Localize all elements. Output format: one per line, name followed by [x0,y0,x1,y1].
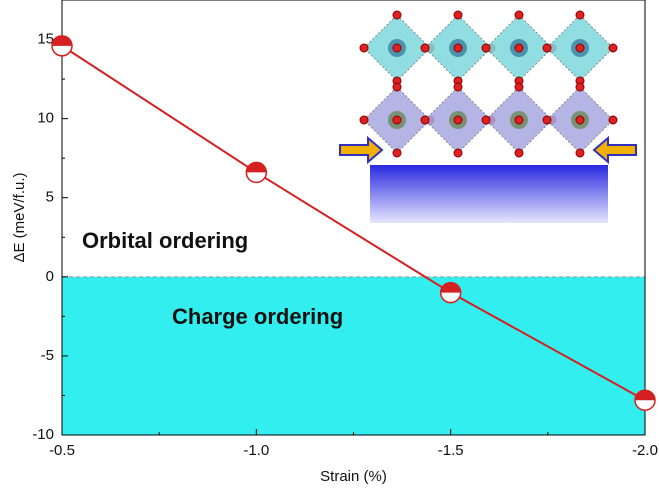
substrate [370,165,608,223]
y-tick-label: 10 [37,110,54,127]
oxygen-atom [515,11,523,19]
y-axis-label: ΔE (meV/f.u.) [11,172,28,262]
oxygen-atom [609,116,617,124]
oxygen-atom [421,44,429,52]
annotation: Orbital ordering [82,228,248,253]
oxygen-atom [576,149,584,157]
oxygen-atom [576,44,584,52]
oxygen-atom [515,44,523,52]
oxygen-atom [576,11,584,19]
oxygen-atom [543,44,551,52]
x-tick-label: -2.0 [632,442,658,459]
oxygen-atom [360,44,368,52]
oxygen-atom [482,116,490,124]
y-tick-label: -5 [41,347,54,364]
oxygen-atom [515,149,523,157]
oxygen-atom [360,116,368,124]
data-marker-half [246,162,266,172]
oxygen-atom [454,11,462,19]
y-tick-label: 0 [46,268,54,285]
oxygen-atom [421,116,429,124]
oxygen-atom [454,149,462,157]
x-tick-label: -1.5 [438,442,464,459]
x-tick-label: -0.5 [49,442,75,459]
oxygen-atom [393,44,401,52]
x-tick-label: -1.0 [243,442,269,459]
oxygen-atom [393,116,401,124]
oxygen-atom [393,149,401,157]
oxygen-atom [454,116,462,124]
oxygen-atom [482,44,490,52]
data-marker-half [52,36,72,46]
oxygen-atom [543,116,551,124]
oxygen-atom [609,44,617,52]
oxygen-atom [515,83,523,91]
oxygen-atom [393,83,401,91]
arrow-left [340,138,382,162]
arrow-right [594,138,636,162]
annotation: Charge ordering [172,304,343,329]
x-axis-label: Strain (%) [320,468,387,485]
oxygen-atom [393,11,401,19]
oxygen-atom [515,116,523,124]
charge-ordering-region [62,277,645,435]
oxygen-atom [454,83,462,91]
oxygen-atom [576,83,584,91]
structure-illustration [340,11,636,223]
y-tick-label: 5 [46,189,54,206]
chart: -10-5051015-0.5-1.0-1.5-2.0Strain (%)ΔE … [0,0,659,494]
y-tick-label: -10 [32,426,54,443]
oxygen-atom [454,44,462,52]
oxygen-atom [576,116,584,124]
